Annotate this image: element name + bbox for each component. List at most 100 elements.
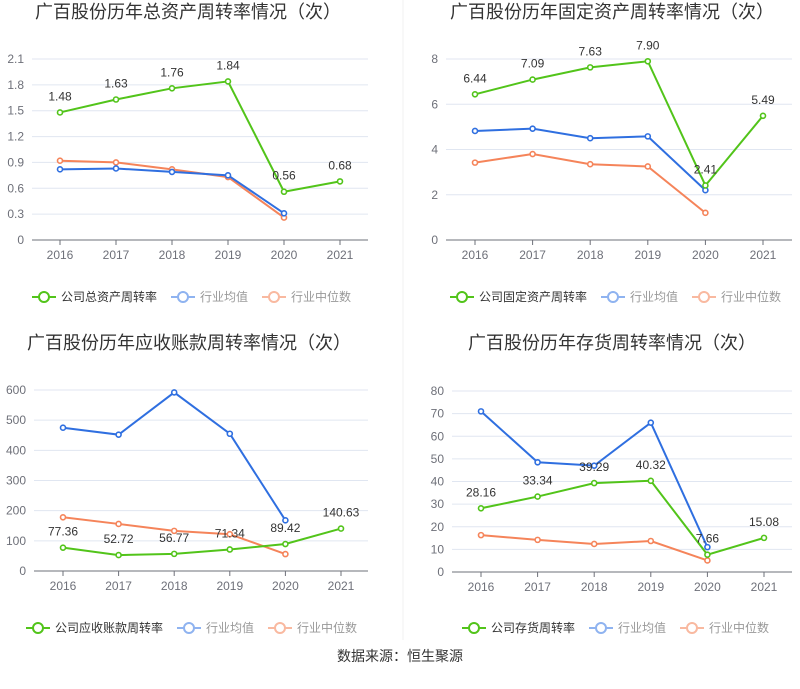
data-point[interactable] (168, 85, 176, 92)
chart-title: 广百股份历年存货周转率情况（次） (468, 333, 756, 353)
legend-label: 行业均值 (206, 620, 254, 635)
data-point[interactable] (282, 540, 289, 548)
data-point[interactable] (644, 57, 652, 65)
data-point[interactable] (529, 150, 536, 158)
data-point[interactable] (704, 557, 711, 564)
data-point[interactable] (471, 159, 479, 166)
data-point[interactable] (590, 540, 598, 548)
data-point[interactable] (529, 125, 536, 132)
data-label: 1.63 (104, 77, 128, 91)
series-line (62, 527, 342, 557)
data-point[interactable] (59, 514, 67, 521)
data-point[interactable] (226, 546, 234, 553)
legend-item[interactable]: 行业均值 (177, 620, 254, 635)
data-point[interactable] (282, 517, 289, 524)
legend-item[interactable]: 行业均值 (589, 620, 666, 635)
data-point[interactable] (280, 188, 288, 196)
legend-label: 行业均值 (618, 620, 666, 635)
legend-circle-icon (698, 291, 710, 303)
data-point[interactable] (471, 90, 479, 98)
series-line (59, 80, 341, 193)
x-tick-label: 2018 (161, 579, 188, 593)
data-point[interactable] (477, 504, 485, 512)
data-point[interactable] (168, 168, 176, 176)
legend-item[interactable]: 行业中位数 (262, 289, 351, 304)
data-point[interactable] (477, 408, 485, 415)
data-point[interactable] (760, 534, 768, 542)
x-tick-label: 2021 (750, 248, 777, 262)
legend-item[interactable]: 公司固定资产周转率 (450, 289, 587, 304)
data-point[interactable] (56, 166, 64, 173)
data-point[interactable] (170, 389, 178, 396)
legend-item[interactable]: 行业中位数 (268, 620, 357, 635)
data-point[interactable] (644, 163, 652, 170)
data-point[interactable] (647, 419, 655, 426)
y-tick-label: 0.6 (7, 181, 24, 195)
data-point[interactable] (224, 172, 232, 179)
legend-circle-icon (183, 622, 195, 634)
data-point[interactable] (337, 525, 345, 532)
data-point[interactable] (586, 64, 594, 71)
data-point[interactable] (702, 209, 709, 217)
legend-label: 行业中位数 (709, 620, 769, 635)
data-point[interactable] (59, 424, 67, 432)
data-label: 0.68 (328, 158, 352, 172)
y-tick-label: 0 (437, 565, 444, 579)
data-point[interactable] (115, 431, 122, 438)
legend-circle-icon (274, 622, 286, 634)
data-point[interactable] (336, 178, 344, 185)
legend-item[interactable]: 行业均值 (171, 289, 248, 304)
data-point[interactable] (56, 157, 64, 165)
data-point[interactable] (226, 530, 234, 538)
data-point[interactable] (115, 520, 122, 528)
data-point[interactable] (590, 462, 598, 469)
data-point[interactable] (112, 96, 120, 103)
data-point[interactable] (112, 165, 120, 172)
data-point[interactable] (759, 112, 767, 120)
data-point[interactable] (534, 458, 541, 466)
data-label: 77.36 (48, 525, 78, 539)
y-tick-label: 40 (431, 475, 445, 489)
data-label: 71.34 (215, 526, 245, 540)
data-point[interactable] (702, 182, 709, 189)
data-point[interactable] (647, 537, 655, 545)
data-point[interactable] (647, 477, 655, 485)
data-point[interactable] (280, 209, 288, 217)
data-point[interactable] (112, 159, 120, 166)
data-point[interactable] (170, 550, 178, 558)
data-label: 15.08 (749, 515, 779, 529)
data-point[interactable] (115, 551, 122, 559)
legend-item[interactable]: 行业中位数 (692, 289, 781, 304)
data-point[interactable] (644, 133, 652, 140)
legend-item[interactable]: 行业中位数 (680, 620, 769, 635)
data-point[interactable] (704, 543, 711, 551)
data-point[interactable] (590, 479, 598, 487)
legend-label: 公司应收账款周转率 (55, 620, 163, 635)
x-tick-label: 2021 (751, 580, 778, 594)
legend-item[interactable]: 公司存货周转率 (462, 620, 575, 635)
data-point[interactable] (282, 550, 289, 558)
data-point[interactable] (534, 493, 541, 500)
data-label: 1.84 (216, 58, 240, 72)
data-point[interactable] (704, 551, 711, 558)
data-point[interactable] (226, 430, 234, 438)
data-point[interactable] (586, 160, 594, 168)
x-tick-label: 2020 (271, 248, 298, 262)
data-point[interactable] (56, 109, 64, 116)
legend-label: 行业中位数 (291, 289, 351, 304)
data-point[interactable] (471, 127, 479, 135)
y-tick-label: 300 (6, 474, 26, 488)
legend-item[interactable]: 行业均值 (601, 289, 678, 304)
data-point[interactable] (534, 536, 541, 544)
data-point[interactable] (224, 78, 232, 85)
data-point[interactable] (586, 134, 594, 142)
data-point[interactable] (477, 531, 485, 539)
legend-label: 公司固定资产周转率 (479, 289, 587, 304)
data-point[interactable] (59, 544, 67, 551)
x-tick-label: 2016 (47, 248, 74, 262)
data-point[interactable] (170, 527, 178, 535)
legend-circle-icon (468, 622, 480, 634)
legend-item[interactable]: 公司应收账款周转率 (26, 620, 163, 635)
data-point[interactable] (529, 76, 536, 83)
legend-item[interactable]: 公司总资产周转率 (32, 289, 157, 304)
